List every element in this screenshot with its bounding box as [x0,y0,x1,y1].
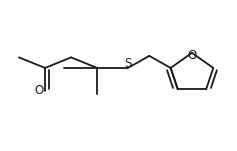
Text: S: S [124,57,132,70]
Text: O: O [187,49,197,62]
Text: O: O [34,84,44,97]
